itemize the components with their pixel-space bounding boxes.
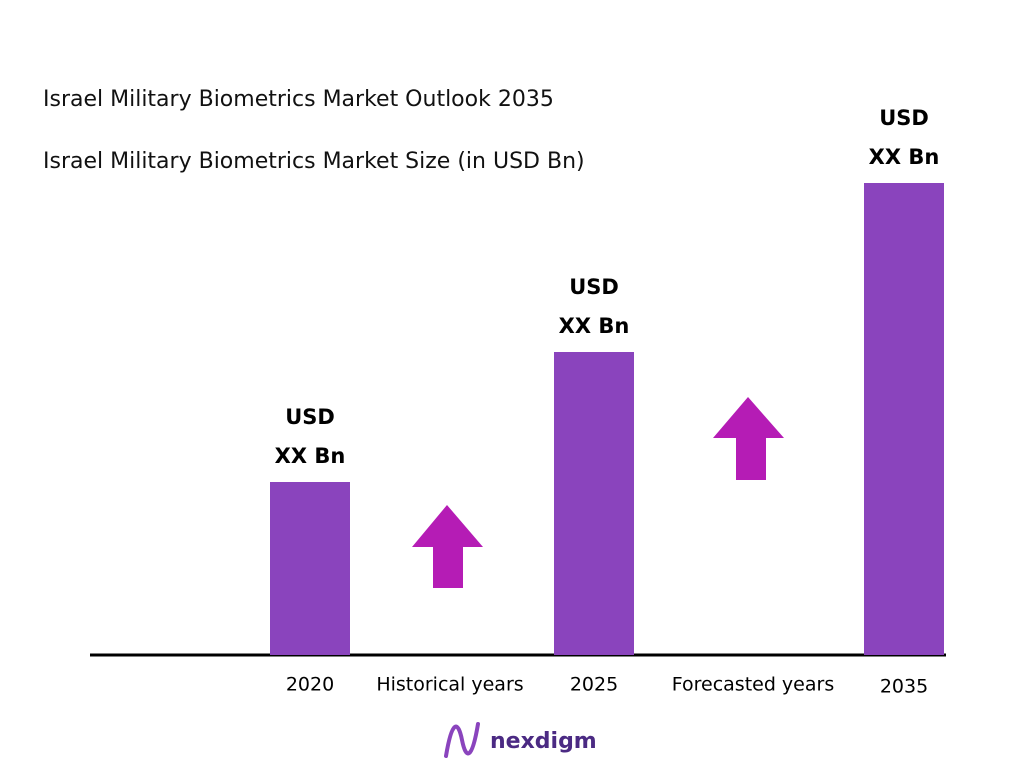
bar — [864, 183, 944, 655]
bar — [270, 482, 350, 655]
period-label: Forecasted years — [672, 674, 834, 696]
bar — [554, 352, 634, 655]
value-label: USD — [879, 106, 929, 130]
period-label: Historical years — [376, 674, 523, 696]
x-tick-label: 2020 — [286, 674, 334, 696]
logo-icon — [444, 722, 480, 758]
value-label: XX Bn — [559, 314, 630, 338]
value-label: XX Bn — [869, 145, 940, 169]
chart-subtitle: Israel Military Biometrics Market Size (… — [43, 149, 585, 174]
x-tick-label: 2025 — [570, 674, 618, 696]
growth-arrow — [412, 505, 483, 588]
value-label: XX Bn — [275, 444, 346, 468]
chart-title: Israel Military Biometrics Market Outloo… — [43, 87, 554, 112]
value-label: USD — [569, 275, 619, 299]
logo: nexdigm — [444, 722, 597, 758]
growth-arrow — [713, 397, 784, 480]
logo-text: nexdigm — [490, 729, 597, 754]
value-label: USD — [285, 405, 335, 429]
x-tick-label: 2035 — [880, 676, 928, 698]
